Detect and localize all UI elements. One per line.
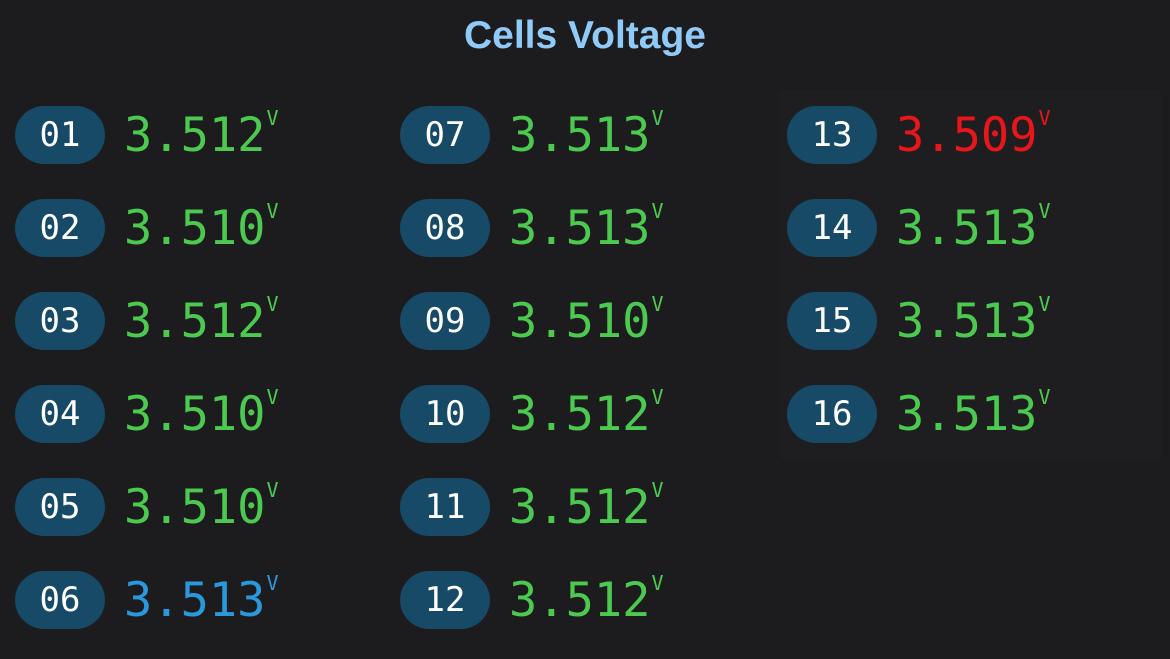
unit: V (1038, 199, 1051, 223)
cell-voltage: 3.513 (896, 387, 1038, 442)
cell-voltage: 3.512 (509, 573, 651, 628)
cell-badge: 11 (400, 478, 490, 536)
unit: V (266, 478, 279, 502)
unit: V (266, 571, 279, 595)
unit: V (651, 106, 664, 130)
unit: V (266, 385, 279, 409)
cell-voltage: 3.513 (896, 201, 1038, 256)
cell-badge: 01 (15, 106, 105, 164)
cell-voltage: 3.510 (124, 387, 266, 442)
unit: V (1038, 106, 1051, 130)
unit: V (651, 478, 664, 502)
cell-voltage: 3.510 (509, 294, 651, 349)
cell-voltage: 3.513 (509, 108, 651, 163)
cell-badge: 15 (787, 292, 877, 350)
cell-badge: 09 (400, 292, 490, 350)
unit: V (1038, 292, 1051, 316)
cell-badge: 04 (15, 385, 105, 443)
cell-voltage: 3.512 (124, 108, 266, 163)
cell-voltage: 3.513 (896, 294, 1038, 349)
cell-badge: 02 (15, 199, 105, 257)
cell-voltage: 3.513 (124, 573, 266, 628)
unit: V (651, 385, 664, 409)
cell-badge: 05 (15, 478, 105, 536)
cell-badge: 12 (400, 571, 490, 629)
cell-voltage: 3.512 (124, 294, 266, 349)
cell-badge: 16 (787, 385, 877, 443)
cell-voltage: 3.513 (509, 201, 651, 256)
cell-voltage: 3.510 (124, 201, 266, 256)
cell-badge: 08 (400, 199, 490, 257)
cell-voltage: 3.512 (509, 480, 651, 535)
unit: V (266, 199, 279, 223)
unit: V (266, 292, 279, 316)
cell-voltage: 3.509 (896, 108, 1038, 163)
cell-voltage: 3.512 (509, 387, 651, 442)
unit: V (1038, 385, 1051, 409)
cell-voltage: 3.510 (124, 480, 266, 535)
cell-badge: 10 (400, 385, 490, 443)
cell-badge: 03 (15, 292, 105, 350)
unit: V (651, 199, 664, 223)
unit: V (651, 571, 664, 595)
cell-badge: 13 (787, 106, 877, 164)
title: Cells Voltage (463, 14, 707, 57)
cell-badge: 07 (400, 106, 490, 164)
unit: V (266, 106, 279, 130)
cell-badge: 14 (787, 199, 877, 257)
unit: V (651, 292, 664, 316)
cell-badge: 06 (15, 571, 105, 629)
